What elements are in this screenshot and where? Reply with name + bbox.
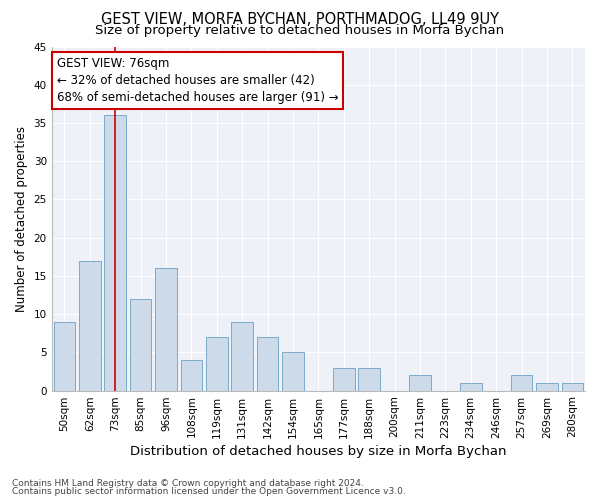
Bar [257, 337, 278, 390]
Bar [409, 376, 431, 390]
Bar [206, 337, 227, 390]
Y-axis label: Number of detached properties: Number of detached properties [15, 126, 28, 312]
Bar [536, 383, 557, 390]
Text: GEST VIEW: 76sqm
← 32% of detached houses are smaller (42)
68% of semi-detached : GEST VIEW: 76sqm ← 32% of detached house… [57, 57, 338, 104]
Text: GEST VIEW, MORFA BYCHAN, PORTHMADOG, LL49 9UY: GEST VIEW, MORFA BYCHAN, PORTHMADOG, LL4… [101, 12, 499, 28]
Bar [232, 322, 253, 390]
X-axis label: Distribution of detached houses by size in Morfa Bychan: Distribution of detached houses by size … [130, 444, 506, 458]
Bar [53, 322, 75, 390]
Bar [460, 383, 482, 390]
Bar [562, 383, 583, 390]
Bar [282, 352, 304, 391]
Bar [130, 299, 151, 390]
Bar [155, 268, 177, 390]
Text: Contains public sector information licensed under the Open Government Licence v3: Contains public sector information licen… [12, 487, 406, 496]
Bar [104, 116, 126, 390]
Bar [511, 376, 532, 390]
Bar [358, 368, 380, 390]
Bar [333, 368, 355, 390]
Bar [181, 360, 202, 390]
Bar [79, 260, 101, 390]
Text: Size of property relative to detached houses in Morfa Bychan: Size of property relative to detached ho… [95, 24, 505, 37]
Text: Contains HM Land Registry data © Crown copyright and database right 2024.: Contains HM Land Registry data © Crown c… [12, 478, 364, 488]
